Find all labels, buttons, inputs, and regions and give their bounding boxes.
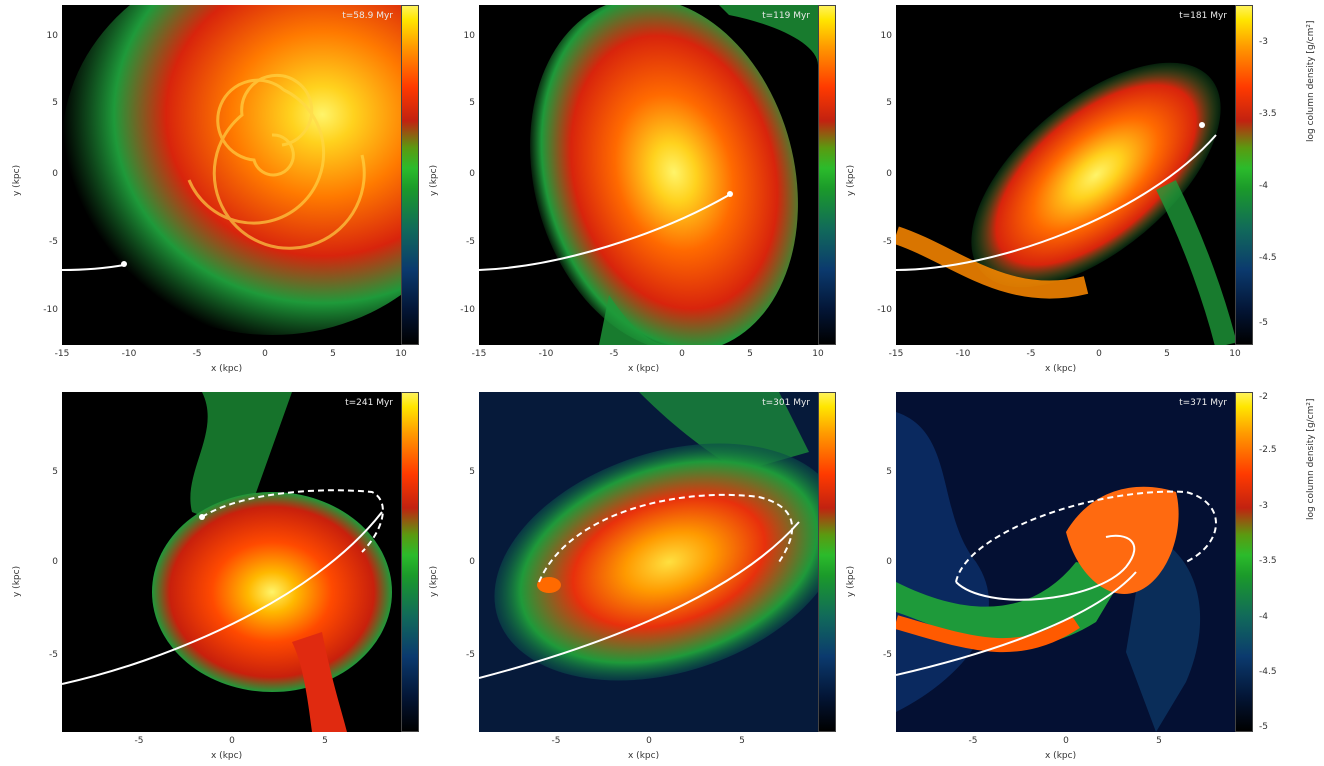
colorbar-tick: -3.5 [1259, 556, 1277, 566]
colorbar [401, 392, 419, 732]
y-axis-label: y (kpc) [12, 566, 22, 597]
x-tick: -10 [948, 349, 978, 359]
y-tick: 5 [34, 98, 58, 108]
x-tick: 5 [310, 736, 340, 746]
x-axis-label: x (kpc) [211, 364, 242, 374]
y-tick: 0 [451, 169, 475, 179]
x-axis-label: x (kpc) [628, 364, 659, 374]
colorbar-tick: -3 [1259, 501, 1268, 511]
y-axis-label: y (kpc) [12, 165, 22, 196]
colorbar [401, 5, 419, 345]
y-tick: 5 [451, 98, 475, 108]
time-label: t=301 Myr [762, 398, 810, 408]
colorbar-tick: -2.5 [1259, 445, 1277, 455]
colorbar-tick: -4 [1259, 612, 1268, 622]
colorbar-tick: -4.5 [1259, 667, 1277, 677]
y-axis-label: y (kpc) [846, 566, 856, 597]
time-label: t=371 Myr [1179, 398, 1227, 408]
colorbar-tick: -4.5 [1259, 253, 1277, 263]
y-axis-label: y (kpc) [429, 566, 439, 597]
colorbar-tick: -2 [1259, 392, 1268, 402]
x-tick: -15 [881, 349, 911, 359]
colorbar [1235, 392, 1253, 732]
y-tick: 10 [451, 31, 475, 41]
panel-t119: t=119 Myr 10 5 0 -5 -10 -15 -10 -5 0 5 1… [418, 0, 838, 385]
y-tick: 10 [868, 31, 892, 41]
x-tick: -5 [182, 349, 212, 359]
y-axis-label: y (kpc) [846, 165, 856, 196]
panel-t301: t=301 Myr 5 0 -5 -5 0 5 x (kpc) y (kpc) [418, 385, 838, 766]
y-tick: 5 [451, 467, 475, 477]
x-tick: 0 [667, 349, 697, 359]
time-label: t=119 Myr [762, 11, 810, 21]
x-tick: 0 [217, 736, 247, 746]
y-tick: 0 [34, 557, 58, 567]
simulation-image: t=241 Myr [62, 392, 401, 732]
x-tick: 0 [634, 736, 664, 746]
simulation-image: t=58.9 Myr [62, 5, 401, 345]
x-tick: -5 [541, 736, 571, 746]
colorbar-label: log column density [g/cm²] [1306, 398, 1316, 520]
colorbar-tick: -3.5 [1259, 109, 1277, 119]
x-tick: -15 [464, 349, 494, 359]
x-tick: 10 [386, 349, 416, 359]
simulation-image: t=181 Myr [896, 5, 1235, 345]
simulation-image: t=371 Myr [896, 392, 1235, 732]
x-tick: 5 [1152, 349, 1182, 359]
y-tick: -5 [868, 237, 892, 247]
y-tick: 5 [868, 98, 892, 108]
y-axis-label: y (kpc) [429, 165, 439, 196]
x-tick: -5 [958, 736, 988, 746]
x-tick: 5 [318, 349, 348, 359]
simulation-image: t=301 Myr [479, 392, 818, 732]
panel-t58: t=58.9 Myr 10 5 0 -5 -10 -15 -10 -5 0 5 … [0, 0, 420, 385]
y-tick: -10 [868, 305, 892, 315]
panel-t181: t=181 Myr 10 5 0 -5 -10 -15 -10 -5 0 5 1… [834, 0, 1324, 385]
x-tick: -15 [47, 349, 77, 359]
x-axis-label: x (kpc) [628, 751, 659, 761]
x-tick: 5 [727, 736, 757, 746]
colorbar-tick: -5 [1259, 722, 1268, 732]
y-tick: -10 [34, 305, 58, 315]
y-tick: 5 [868, 467, 892, 477]
x-axis-label: x (kpc) [1045, 751, 1076, 761]
y-tick: -5 [34, 237, 58, 247]
x-tick: -5 [1016, 349, 1046, 359]
x-tick: -5 [599, 349, 629, 359]
x-tick: 0 [1051, 736, 1081, 746]
y-tick: 10 [34, 31, 58, 41]
colorbar-tick: -5 [1259, 318, 1268, 328]
y-tick: 5 [34, 467, 58, 477]
y-tick: -10 [451, 305, 475, 315]
x-axis-label: x (kpc) [211, 751, 242, 761]
x-tick: 0 [250, 349, 280, 359]
time-label: t=241 Myr [345, 398, 393, 408]
y-tick: -5 [451, 237, 475, 247]
x-tick: -10 [531, 349, 561, 359]
x-tick: 5 [735, 349, 765, 359]
x-tick: 5 [1144, 736, 1174, 746]
simulation-image: t=119 Myr [479, 5, 818, 345]
colorbar-tick: -3 [1259, 37, 1268, 47]
colorbar-label: log column density [g/cm²] [1306, 20, 1316, 142]
x-tick: 0 [1084, 349, 1114, 359]
colorbar-tick: -4 [1259, 181, 1268, 191]
time-label: t=181 Myr [1179, 11, 1227, 21]
y-tick: -5 [451, 650, 475, 660]
panel-t241: t=241 Myr 5 0 -5 -5 0 5 x (kpc) y (kpc) [0, 385, 420, 766]
colorbar [1235, 5, 1253, 345]
y-tick: 0 [868, 169, 892, 179]
x-tick: 10 [1220, 349, 1250, 359]
x-tick: -10 [114, 349, 144, 359]
panel-t371: t=371 Myr 5 0 -5 -5 0 5 x (kpc) y (kpc) … [834, 385, 1324, 766]
x-tick: -5 [124, 736, 154, 746]
y-tick: 0 [34, 169, 58, 179]
x-axis-label: x (kpc) [1045, 364, 1076, 374]
y-tick: 0 [451, 557, 475, 567]
y-tick: -5 [868, 650, 892, 660]
y-tick: 0 [868, 557, 892, 567]
time-label: t=58.9 Myr [342, 11, 393, 21]
y-tick: -5 [34, 650, 58, 660]
x-tick: 10 [803, 349, 833, 359]
